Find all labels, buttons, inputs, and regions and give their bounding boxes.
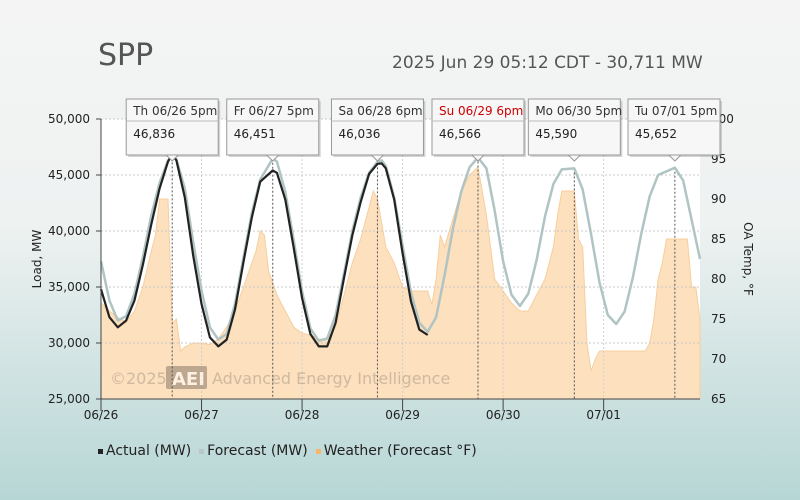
watermark-copyright: ©2025 bbox=[110, 369, 167, 388]
weather-area bbox=[100, 165, 701, 400]
peak-callout: Mo 06/30 5pm 45,590 bbox=[527, 98, 623, 162]
y2-tick-label: 75 bbox=[711, 312, 726, 326]
y-tick-label: 35,000 bbox=[48, 280, 90, 294]
callout-label: Th 06/26 5pm bbox=[132, 104, 217, 118]
peak-callout: Sa 06/28 6pm 46,036 bbox=[330, 98, 426, 162]
x-tick-label: 06/30 bbox=[486, 408, 521, 422]
callout-label: Tu 07/01 5pm bbox=[634, 104, 717, 118]
callout-pointer bbox=[667, 154, 683, 162]
callout-label: Su 06/29 6pm bbox=[439, 104, 523, 118]
actual-line bbox=[99, 153, 429, 348]
y-tick-label: 50,000 bbox=[48, 112, 90, 126]
callout-value: 46,836 bbox=[133, 127, 175, 141]
y-axis-title: Load, MW bbox=[30, 230, 44, 289]
aei-logo-text: AEI bbox=[172, 369, 205, 390]
legend-item-actual[interactable]: Actual (MW) bbox=[98, 443, 191, 459]
callout-pointer bbox=[470, 154, 486, 162]
y-tick-label: 45,000 bbox=[48, 168, 90, 182]
callout-pointer bbox=[567, 154, 582, 162]
callout-label: Fr 06/27 5pm bbox=[234, 104, 314, 118]
chart-title: SPP bbox=[98, 38, 154, 73]
peak-callout: Fr 06/27 5pm 46,451 bbox=[226, 98, 321, 162]
x-tick-label: 06/27 bbox=[184, 408, 219, 422]
y-tick-label: 25,000 bbox=[48, 392, 90, 406]
chart-subtitle: 2025 Jun 29 05:12 CDT - 30,711 MW bbox=[392, 53, 703, 73]
legend-swatch-forecast bbox=[199, 448, 205, 454]
watermark-company: Advanced Energy Intelligence bbox=[212, 369, 450, 388]
callout-value: 45,652 bbox=[635, 127, 677, 141]
callout-label: Mo 06/30 5pm bbox=[535, 104, 622, 118]
callout-box bbox=[431, 98, 525, 156]
callout-label: Sa 06/28 6pm bbox=[338, 104, 422, 118]
aei-logo bbox=[166, 366, 207, 389]
legend-swatch-weather bbox=[315, 448, 321, 454]
legend-label-forecast: Forecast (MW) bbox=[207, 443, 308, 459]
callout-value: 45,590 bbox=[535, 127, 577, 141]
forecast-line bbox=[99, 154, 702, 343]
y2-tick-label: 70 bbox=[711, 352, 726, 366]
callout-pointer bbox=[165, 154, 180, 162]
x-tick-label: 06/29 bbox=[385, 408, 420, 422]
callout-box bbox=[330, 98, 424, 156]
y-tick-label: 30,000 bbox=[48, 336, 90, 350]
callout-value: 46,566 bbox=[439, 127, 481, 141]
callout-box bbox=[527, 98, 621, 156]
watermark: ©2025 AEI Advanced Energy Intelligence bbox=[110, 366, 450, 390]
legend-item-forecast[interactable]: Forecast (MW) bbox=[199, 443, 308, 459]
callout-pointer bbox=[265, 154, 280, 162]
y2-tick-label: 65 bbox=[711, 392, 726, 406]
legend-label-actual: Actual (MW) bbox=[106, 443, 192, 459]
callout-value: 46,451 bbox=[234, 127, 276, 141]
y2-tick-label: 80 bbox=[711, 272, 726, 286]
x-tick-label: 06/26 bbox=[84, 408, 119, 422]
legend-item-weather[interactable]: Weather (Forecast °F) bbox=[315, 443, 477, 459]
x-tick-label: 06/28 bbox=[285, 408, 320, 422]
peak-callout: Th 06/26 5pm 46,836 bbox=[125, 98, 221, 162]
legend: Actual (MW) Forecast (MW) Weather (Forec… bbox=[98, 443, 477, 459]
peak-callout: Su 06/29 6pm 46,566 bbox=[431, 98, 526, 162]
y2-tick-label: 90 bbox=[711, 192, 726, 206]
callout-pointer bbox=[370, 154, 385, 162]
x-tick-label: 07/01 bbox=[586, 408, 621, 422]
y-tick-label: 40,000 bbox=[48, 224, 90, 238]
peak-callout: Tu 07/01 5pm 45,652 bbox=[627, 98, 722, 162]
y2-axis-title: OA Temp, °F bbox=[741, 222, 755, 296]
load-chart: ©2025 AEI Advanced Energy Intelligence 25,0… bbox=[30, 98, 755, 422]
callout-value: 46,036 bbox=[338, 127, 380, 141]
callout-box bbox=[627, 98, 721, 156]
y2-tick-label: 85 bbox=[711, 232, 726, 246]
callout-box bbox=[226, 98, 320, 156]
legend-label-weather: Weather (Forecast °F) bbox=[323, 443, 477, 459]
legend-swatch-actual bbox=[98, 448, 103, 454]
